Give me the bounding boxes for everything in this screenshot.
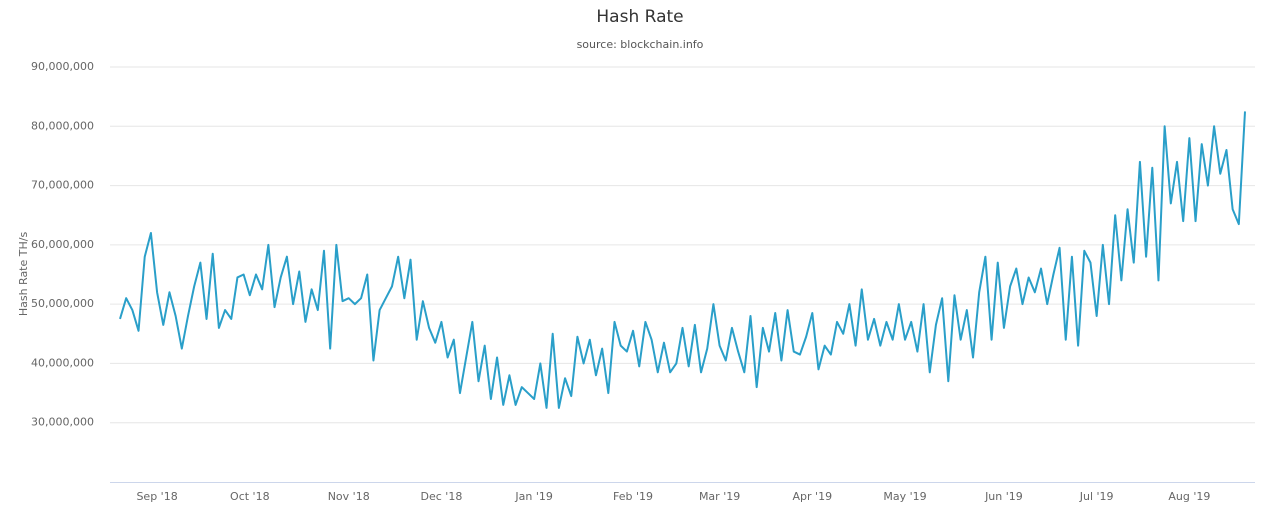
x-tick-label: Feb '19: [613, 490, 653, 503]
y-axis-label: Hash Rate TH/s: [17, 232, 30, 317]
y-tick-label: 90,000,000: [31, 60, 94, 73]
x-tick-label: Aug '19: [1168, 490, 1210, 503]
chart-title: Hash Rate: [596, 7, 683, 27]
y-tick-label: 30,000,000: [31, 416, 94, 429]
x-tick-label: Apr '19: [793, 490, 833, 503]
x-tick-label: May '19: [883, 490, 926, 503]
y-tick-label: 80,000,000: [31, 119, 94, 132]
x-tick-label: Nov '18: [328, 490, 370, 503]
x-tick-label: Jun '19: [984, 490, 1023, 503]
y-tick-label: 50,000,000: [31, 297, 94, 310]
y-tick-label: 40,000,000: [31, 356, 94, 369]
y-tick-label: 70,000,000: [31, 179, 94, 192]
x-tick-label: Mar '19: [699, 490, 740, 503]
x-tick-label: Dec '18: [421, 490, 463, 503]
x-tick-label: Sep '18: [136, 490, 177, 503]
x-tick-label: Jan '19: [514, 490, 552, 503]
x-tick-label: Jul '19: [1079, 490, 1114, 503]
chart-subtitle: source: blockchain.info: [577, 38, 704, 51]
data-line: [119, 111, 1246, 409]
y-tick-label: 60,000,000: [31, 238, 94, 251]
x-tick-label: Oct '18: [230, 490, 270, 503]
